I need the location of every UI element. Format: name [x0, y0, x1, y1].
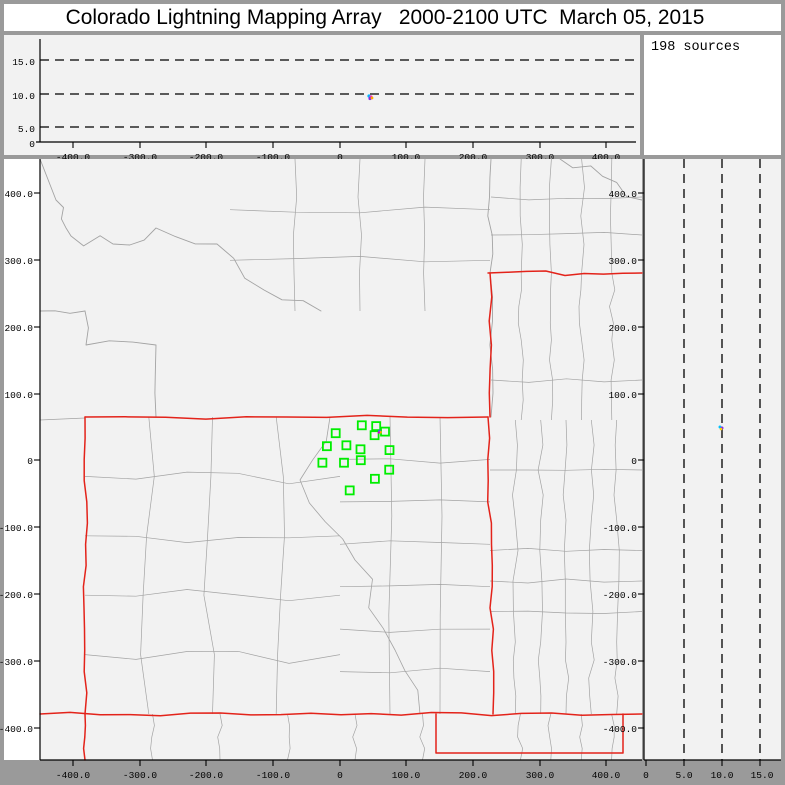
- svg-text:-200.0: -200.0: [603, 590, 638, 601]
- svg-text:5.0: 5.0: [675, 770, 692, 781]
- svg-text:100.0: 100.0: [608, 390, 637, 401]
- svg-text:0: 0: [631, 456, 637, 467]
- svg-text:300.0: 300.0: [608, 256, 637, 267]
- svg-text:0: 0: [643, 770, 649, 781]
- svg-text:-300.0: -300.0: [603, 657, 638, 668]
- svg-text:200.0: 200.0: [608, 323, 637, 334]
- svg-text:-100.0: -100.0: [603, 523, 638, 534]
- svg-text:10.0: 10.0: [711, 770, 734, 781]
- svg-text:400.0: 400.0: [608, 189, 637, 200]
- svg-text:-400.0: -400.0: [603, 724, 638, 735]
- svg-text:15.0: 15.0: [751, 770, 774, 781]
